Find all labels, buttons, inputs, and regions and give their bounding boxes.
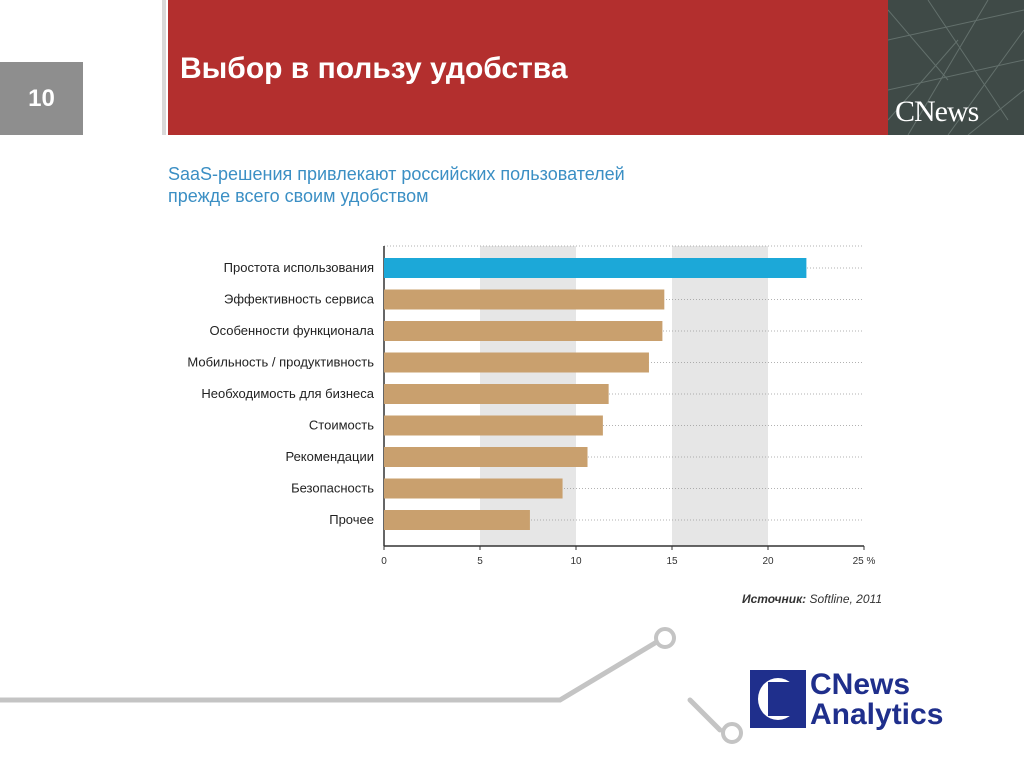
category-label: Мобильность / продуктивность xyxy=(187,355,374,370)
x-tick-label: 15 xyxy=(666,556,678,567)
source-value: Softline, 2011 xyxy=(806,592,882,606)
bar xyxy=(384,258,807,278)
bar xyxy=(384,384,609,404)
subtitle-line: прежде всего своим удобством xyxy=(168,186,429,206)
page-title: Выбор в пользу удобства xyxy=(180,52,568,85)
source-note: Источник: Softline, 2011 xyxy=(600,592,882,606)
x-tick-label: 20 xyxy=(762,556,774,567)
category-label: Особенности функционала xyxy=(209,323,374,338)
bar xyxy=(384,478,563,499)
title-band xyxy=(168,0,888,135)
logo-line2: Analytics xyxy=(810,698,944,731)
category-label: Рекомендации xyxy=(285,449,374,464)
source-label: Источник: xyxy=(741,592,807,606)
logo-line1: CNews xyxy=(810,668,911,701)
bar xyxy=(384,321,663,341)
category-label: Простота использования xyxy=(224,260,374,275)
leaf-texture-logo xyxy=(888,0,1024,135)
category-label: Эффективность сервиса xyxy=(224,292,375,307)
subtitle-line: SaaS-решения привлекают российских польз… xyxy=(168,164,625,184)
bar xyxy=(384,415,603,436)
x-tick-label: 5 xyxy=(477,556,483,567)
category-label: Стоимость xyxy=(309,418,374,433)
bar xyxy=(384,510,530,530)
divider xyxy=(162,0,166,135)
slide-number: 10 xyxy=(0,62,83,135)
bar xyxy=(384,289,665,310)
category-label: Прочее xyxy=(329,512,374,527)
cnews-logo: CNews xyxy=(895,95,979,128)
cnews-mark-icon xyxy=(750,670,806,728)
category-label: Необходимость для бизнеса xyxy=(201,386,374,401)
x-tick-label: 25 % xyxy=(853,556,876,567)
cnews-analytics-logo: CNews Analytics xyxy=(750,670,990,734)
x-tick-label: 10 xyxy=(570,556,582,567)
chart-subtitle: SaaS-решения привлекают российских польз… xyxy=(168,163,728,207)
bar xyxy=(384,352,649,373)
leaf-texture-icon xyxy=(888,0,1024,135)
x-tick-label: 0 xyxy=(381,556,387,567)
category-label: Безопасность xyxy=(291,481,374,496)
grid-band xyxy=(672,246,768,546)
bar xyxy=(384,447,588,467)
bar-chart: Простота использования Эффективность серв… xyxy=(187,245,876,567)
